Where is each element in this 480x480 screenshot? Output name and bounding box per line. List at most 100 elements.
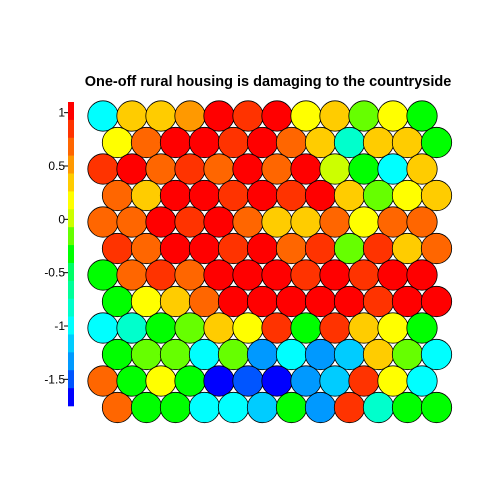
colorbar-segment xyxy=(68,119,74,139)
heatmap-cell xyxy=(188,285,221,318)
colorbar-tick-label: 1 xyxy=(58,106,65,120)
heatmap-cell xyxy=(348,153,380,185)
heatmap-cell xyxy=(261,365,293,397)
colorbar-segment xyxy=(68,173,74,192)
heatmap-cell xyxy=(116,100,148,132)
heatmap-cell xyxy=(101,338,134,371)
heatmap-cell xyxy=(362,338,395,371)
heatmap-cell xyxy=(348,259,380,291)
heatmap-cell xyxy=(203,100,235,132)
heatmap-cell xyxy=(246,232,279,265)
heatmap-cell xyxy=(174,259,206,291)
heatmap-cell xyxy=(232,312,264,344)
heatmap-cell xyxy=(246,126,279,159)
heatmap-cell xyxy=(145,206,177,238)
colorbar-segment xyxy=(68,155,74,174)
heatmap-cell xyxy=(261,312,293,344)
colorbar: 1 0.5 0 -0.5 -1 -1.5 xyxy=(44,102,74,407)
heatmap-cell xyxy=(159,285,192,318)
heatmap-cell xyxy=(188,391,221,424)
heatmap-cell xyxy=(420,338,453,371)
heatmap-cell xyxy=(362,126,395,159)
heatmap-cell xyxy=(188,126,221,159)
heatmap-cell xyxy=(246,179,279,212)
heatmap-cell xyxy=(406,100,438,132)
heatmap-cell xyxy=(159,232,192,265)
heatmap-cell xyxy=(261,206,293,238)
heatmap-cell xyxy=(159,126,192,159)
heatmap-cell xyxy=(130,391,163,424)
heatmap-cell xyxy=(333,232,366,265)
colorbar-segment xyxy=(68,334,74,353)
colorbar-segment xyxy=(68,298,74,317)
heatmap-cell xyxy=(319,365,351,397)
heatmap-cell xyxy=(232,100,264,132)
heatmap-cell xyxy=(232,153,264,185)
heatmap-cell xyxy=(275,232,308,265)
heatmap-cell xyxy=(246,285,279,318)
heatmap-cell xyxy=(275,126,308,159)
heatmap-cell xyxy=(304,285,337,318)
heatmap-cell xyxy=(203,312,235,344)
heatmap-cell xyxy=(188,179,221,212)
colorbar-segment xyxy=(68,316,74,335)
heatmap-cell xyxy=(406,312,438,344)
colorbar-tick-label: -1.5 xyxy=(44,372,65,386)
heatmap-cell xyxy=(275,391,308,424)
heatmap-cell xyxy=(377,100,409,132)
heatmap-cell xyxy=(420,179,453,212)
heatmap-cell xyxy=(87,100,119,132)
heatmap-cell xyxy=(304,391,337,424)
heatmap-cell xyxy=(101,232,134,265)
heatmap-cell xyxy=(217,338,250,371)
heatmap-cell xyxy=(319,100,351,132)
colorbar-tick-label: 0 xyxy=(58,212,65,226)
heatmap-cell xyxy=(261,259,293,291)
heatmap-cell xyxy=(217,391,250,424)
heatmap-cell xyxy=(159,179,192,212)
heatmap-cell xyxy=(420,126,453,159)
heatmap-cell xyxy=(174,206,206,238)
heatmap-cell xyxy=(159,338,192,371)
heatmap-cell xyxy=(261,153,293,185)
heatmap-cell xyxy=(174,153,206,185)
heatmap-cell xyxy=(377,365,409,397)
colorbar-segment xyxy=(68,370,74,389)
heatmap-cell xyxy=(217,285,250,318)
heatmap-cell xyxy=(348,365,380,397)
heatmap-cell xyxy=(203,206,235,238)
heatmap-cell xyxy=(116,365,148,397)
heatmap-cell xyxy=(391,179,424,212)
heatmap-cell xyxy=(145,259,177,291)
heatmap-cell xyxy=(391,285,424,318)
heatmap-cell xyxy=(377,312,409,344)
heatmap-cell xyxy=(420,232,453,265)
heatmap-cell xyxy=(101,391,134,424)
colorbar-segment xyxy=(68,245,74,264)
colorbar-tick-label: -1 xyxy=(54,319,65,333)
heatmap-cell xyxy=(130,285,163,318)
colorbar-segment xyxy=(68,388,74,407)
heatmap-cell xyxy=(87,206,119,238)
heatmap-cell xyxy=(116,312,148,344)
heatmap-cell xyxy=(420,285,453,318)
heatmap-cell xyxy=(362,285,395,318)
heatmap-cell xyxy=(333,338,366,371)
heatmap-cell xyxy=(333,391,366,424)
heatmap-cell xyxy=(275,338,308,371)
chart-title: One-off rural housing is damaging to the… xyxy=(85,74,452,90)
colorbar-segment xyxy=(68,280,74,300)
heatmap-cell xyxy=(319,153,351,185)
heatmap-cell xyxy=(145,365,177,397)
heatmap-cell xyxy=(130,179,163,212)
colorbar-segment xyxy=(68,262,74,282)
heatmap-cell xyxy=(87,312,119,344)
heatmap-cell xyxy=(290,259,322,291)
colorbar-tick-label: -0.5 xyxy=(44,266,65,280)
colorbar-tick-label: 0.5 xyxy=(48,159,65,173)
heatmap-cell xyxy=(348,206,380,238)
heatmap-cell xyxy=(333,179,366,212)
heatmap-cell xyxy=(188,232,221,265)
colorbar-segment xyxy=(68,191,74,210)
heatmap-cell xyxy=(159,391,192,424)
